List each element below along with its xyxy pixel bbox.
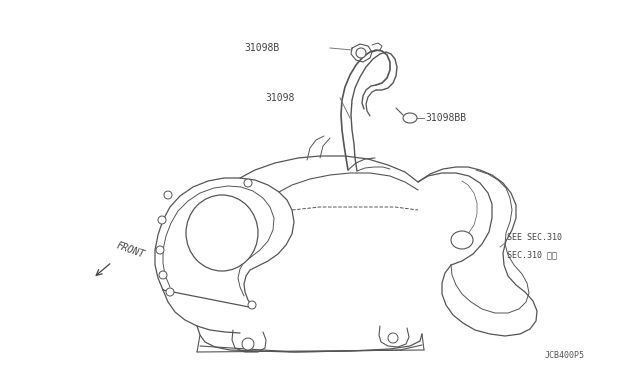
Circle shape	[166, 288, 174, 296]
Text: 31098BB: 31098BB	[425, 113, 466, 123]
Circle shape	[156, 246, 164, 254]
Circle shape	[242, 338, 254, 350]
Text: FRONT: FRONT	[115, 241, 146, 260]
Circle shape	[158, 216, 166, 224]
Circle shape	[159, 271, 167, 279]
Text: JCB400P5: JCB400P5	[545, 350, 585, 359]
Circle shape	[356, 48, 366, 58]
Text: 31098: 31098	[266, 93, 295, 103]
Ellipse shape	[451, 231, 473, 249]
Circle shape	[244, 179, 252, 187]
Ellipse shape	[186, 195, 258, 271]
Circle shape	[164, 191, 172, 199]
Circle shape	[248, 301, 256, 309]
Ellipse shape	[403, 113, 417, 123]
Text: SEC.310 参照: SEC.310 参照	[507, 250, 557, 259]
Text: 31098B: 31098B	[244, 43, 280, 53]
Circle shape	[388, 333, 398, 343]
Text: SEE SEC.310: SEE SEC.310	[507, 233, 562, 242]
